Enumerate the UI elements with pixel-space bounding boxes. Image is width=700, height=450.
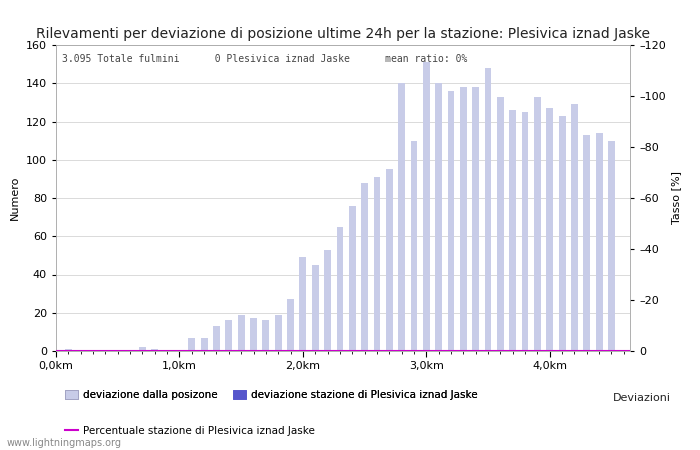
Bar [337,227,343,351]
Bar [300,257,307,351]
Bar [608,140,615,351]
Bar [201,338,207,351]
Bar [151,349,158,351]
Bar [324,250,331,351]
Bar [423,62,430,351]
Bar [447,91,454,351]
Y-axis label: Numero: Numero [10,176,20,220]
Bar [398,83,405,351]
Bar [583,135,590,351]
Bar [534,97,541,351]
Bar [287,299,294,351]
Bar [238,315,244,351]
Bar [250,319,257,351]
Bar [596,133,603,351]
Bar [571,104,577,351]
Bar [522,112,528,351]
Bar [65,349,71,351]
Bar [411,140,417,351]
Bar [484,68,491,351]
Bar [225,320,232,351]
Bar [547,108,553,351]
Bar [473,87,479,351]
Bar [510,110,516,351]
Bar [188,338,195,351]
Bar [275,315,281,351]
Text: www.lightningmaps.org: www.lightningmaps.org [7,438,122,448]
Bar [139,347,146,351]
Bar [312,265,318,351]
Bar [460,87,467,351]
Bar [361,183,368,351]
Bar [349,206,356,351]
Bar [435,83,442,351]
Text: Deviazioni: Deviazioni [612,393,671,403]
Bar [374,177,380,351]
Legend: Percentuale stazione di Plesivica iznad Jaske: Percentuale stazione di Plesivica iznad … [61,422,319,440]
Bar [497,97,504,351]
Y-axis label: Tasso [%]: Tasso [%] [671,171,681,225]
Title: Rilevamenti per deviazione di posizione ultime 24h per la stazione: Plesivica iz: Rilevamenti per deviazione di posizione … [36,27,650,41]
Legend: deviazione dalla posizone, deviazione stazione di Plesivica iznad Jaske: deviazione dalla posizone, deviazione st… [61,386,482,404]
Bar [213,326,220,351]
Bar [386,169,393,351]
Bar [262,320,270,351]
Bar [559,116,566,351]
Text: 3.095 Totale fulmini      0 Plesivica iznad Jaske      mean ratio: 0%: 3.095 Totale fulmini 0 Plesivica iznad J… [62,54,467,64]
